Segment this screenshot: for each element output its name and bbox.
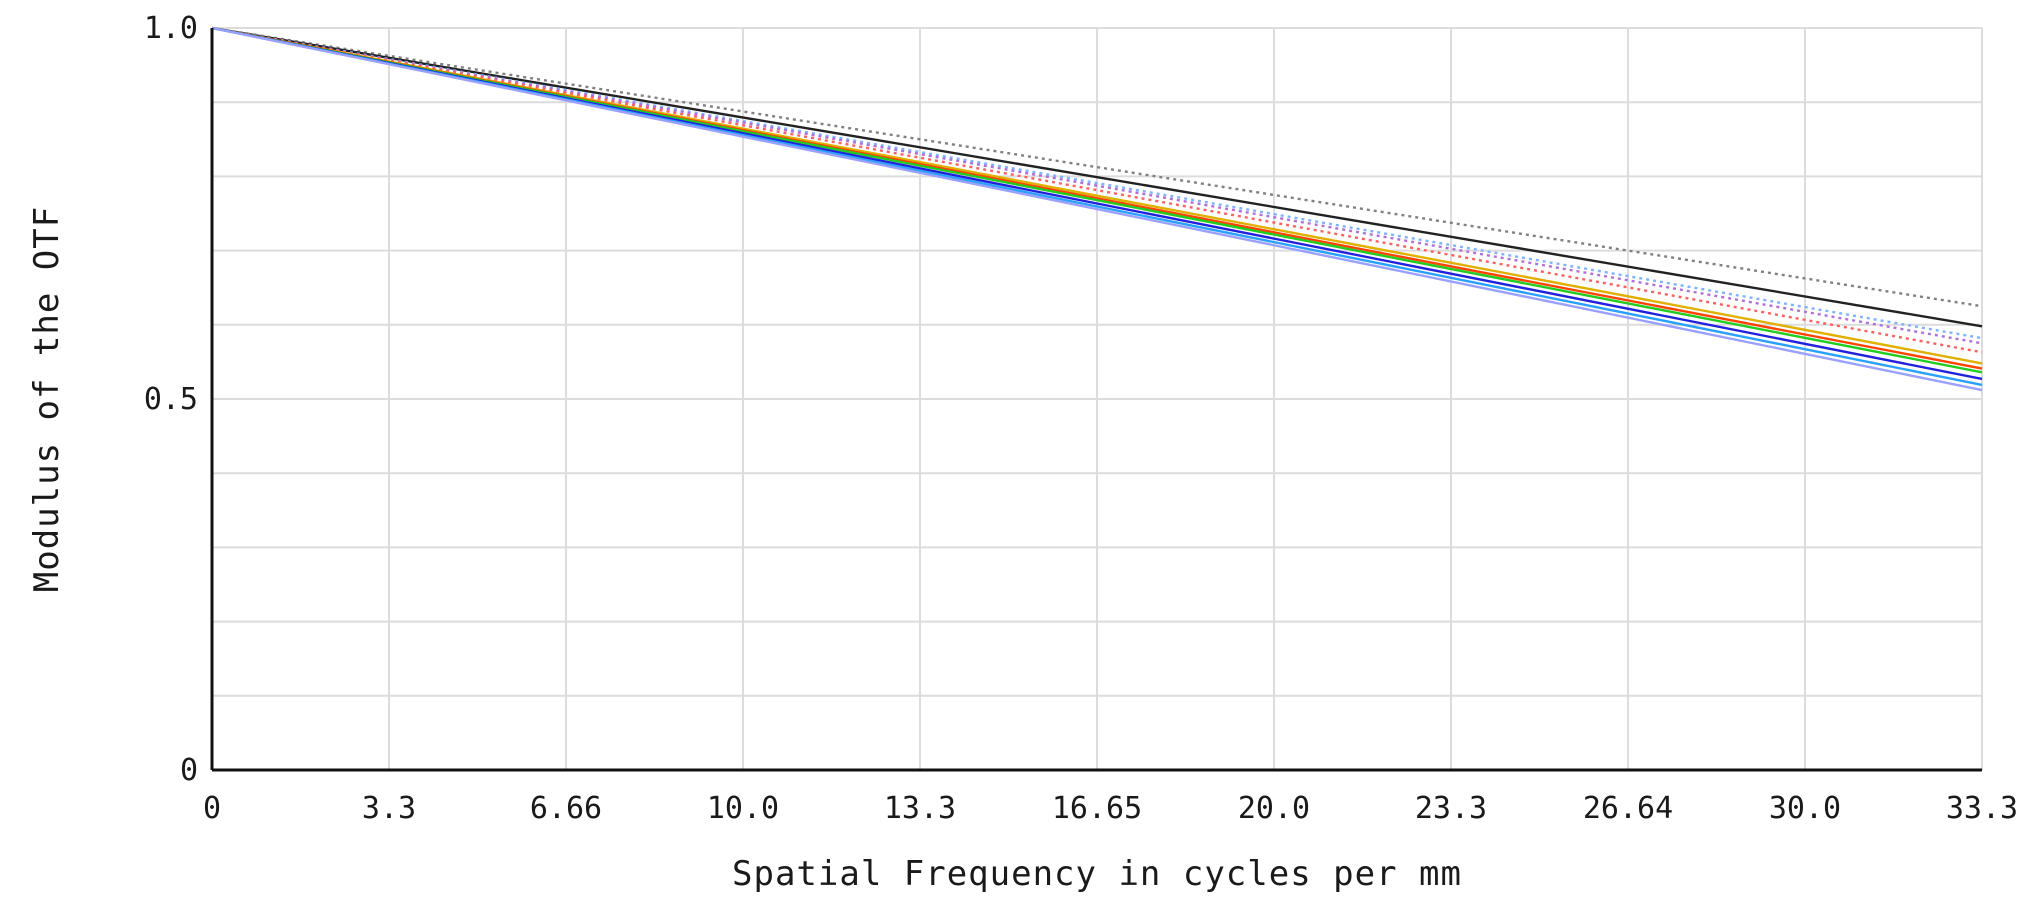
y-tick-label: 0 bbox=[180, 753, 198, 788]
x-tick-label: 10.0 bbox=[707, 791, 779, 826]
x-tick-label: 16.65 bbox=[1052, 791, 1142, 826]
x-tick-label: 6.66 bbox=[530, 791, 602, 826]
series-line bbox=[211, 26, 1983, 328]
series-line bbox=[211, 26, 1983, 392]
x-tick-label: 33.3 bbox=[1946, 791, 2018, 826]
series-line bbox=[211, 26, 1983, 308]
x-tick-label: 23.3 bbox=[1415, 791, 1487, 826]
y-axis-title: Modulus of the OTF bbox=[27, 206, 67, 592]
series-group bbox=[211, 26, 1983, 392]
x-tick-label: 3.3 bbox=[362, 791, 416, 826]
axes bbox=[210, 28, 1982, 772]
x-tick-label: 26.64 bbox=[1583, 791, 1673, 826]
x-tick-label: 0 bbox=[203, 791, 221, 826]
series-line bbox=[211, 26, 1983, 345]
x-tick-label: 13.3 bbox=[884, 791, 956, 826]
grid bbox=[212, 27, 1983, 770]
y-tick-label: 0.5 bbox=[144, 382, 198, 417]
x-tick-label: 30.0 bbox=[1769, 791, 1841, 826]
series-line bbox=[211, 26, 1983, 340]
x-tick-label: 20.0 bbox=[1238, 791, 1310, 826]
tick-labels: 0 3.3 6.66 10.0 13.3 16.65 20.0 23.3 26.64 30.0 33… bbox=[144, 11, 2018, 826]
x-axis-title: Spatial Frequency in cycles per mm bbox=[732, 854, 1462, 894]
y-tick-label: 1.0 bbox=[144, 11, 198, 46]
series-line bbox=[211, 26, 1983, 354]
